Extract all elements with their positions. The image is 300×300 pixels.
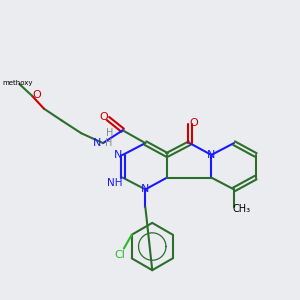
Text: O: O [189,118,198,128]
Text: O: O [33,90,41,100]
Text: N: N [93,138,101,148]
Text: Cl: Cl [115,250,125,260]
Text: O: O [100,112,108,122]
Text: methoxy: methoxy [2,80,32,86]
Text: CH₃: CH₃ [233,204,251,214]
Text: N: N [207,150,215,160]
Text: H: H [106,128,114,138]
Text: N: N [141,184,149,194]
Text: N: N [114,150,122,160]
Text: H: H [105,138,112,148]
Text: NH: NH [107,178,123,188]
